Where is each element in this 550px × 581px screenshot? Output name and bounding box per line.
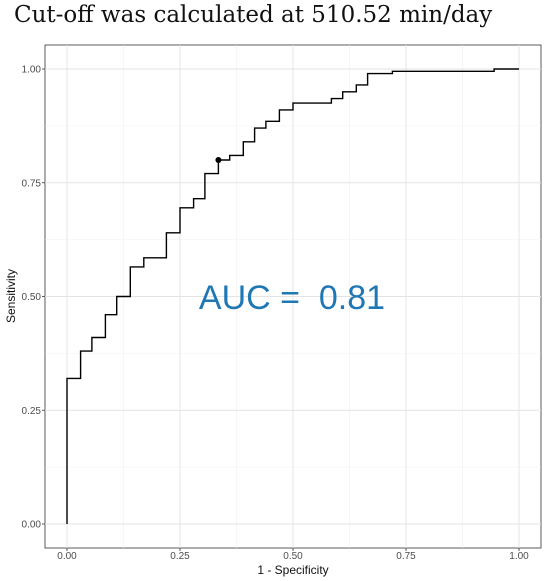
cutoff-point [215, 157, 222, 163]
y-tick-labels: 0.00 0.25 0.50 0.75 1.00 [22, 65, 42, 531]
grid-major [45, 45, 541, 548]
x-tick-label: 0.75 [396, 551, 416, 562]
y-tick-label: 0.25 [22, 406, 42, 417]
x-tick-label: 0.50 [283, 551, 303, 562]
x-tick-label: 1.00 [509, 551, 529, 562]
roc-curve-line [66, 68, 519, 524]
y-tick-label: 0.50 [22, 292, 42, 303]
x-tick-label: 0.25 [170, 551, 190, 562]
x-axis-title: 1 - Specificity [257, 563, 328, 577]
y-tick-label: 0.75 [22, 178, 42, 189]
y-tick-label: 1.00 [22, 65, 42, 76]
y-axis-title: Sensitivity [4, 269, 18, 323]
chart-title: Cut-off was calculated at 510.52 min/day [14, 2, 493, 28]
y-tick-label: 0.00 [22, 520, 42, 531]
axis-ticks [42, 68, 520, 551]
x-tick-labels: 0.00 0.25 0.50 0.75 1.00 [57, 551, 529, 562]
x-tick-label: 0.00 [57, 551, 77, 562]
auc-annotation: AUC = 0.81 [199, 279, 385, 317]
